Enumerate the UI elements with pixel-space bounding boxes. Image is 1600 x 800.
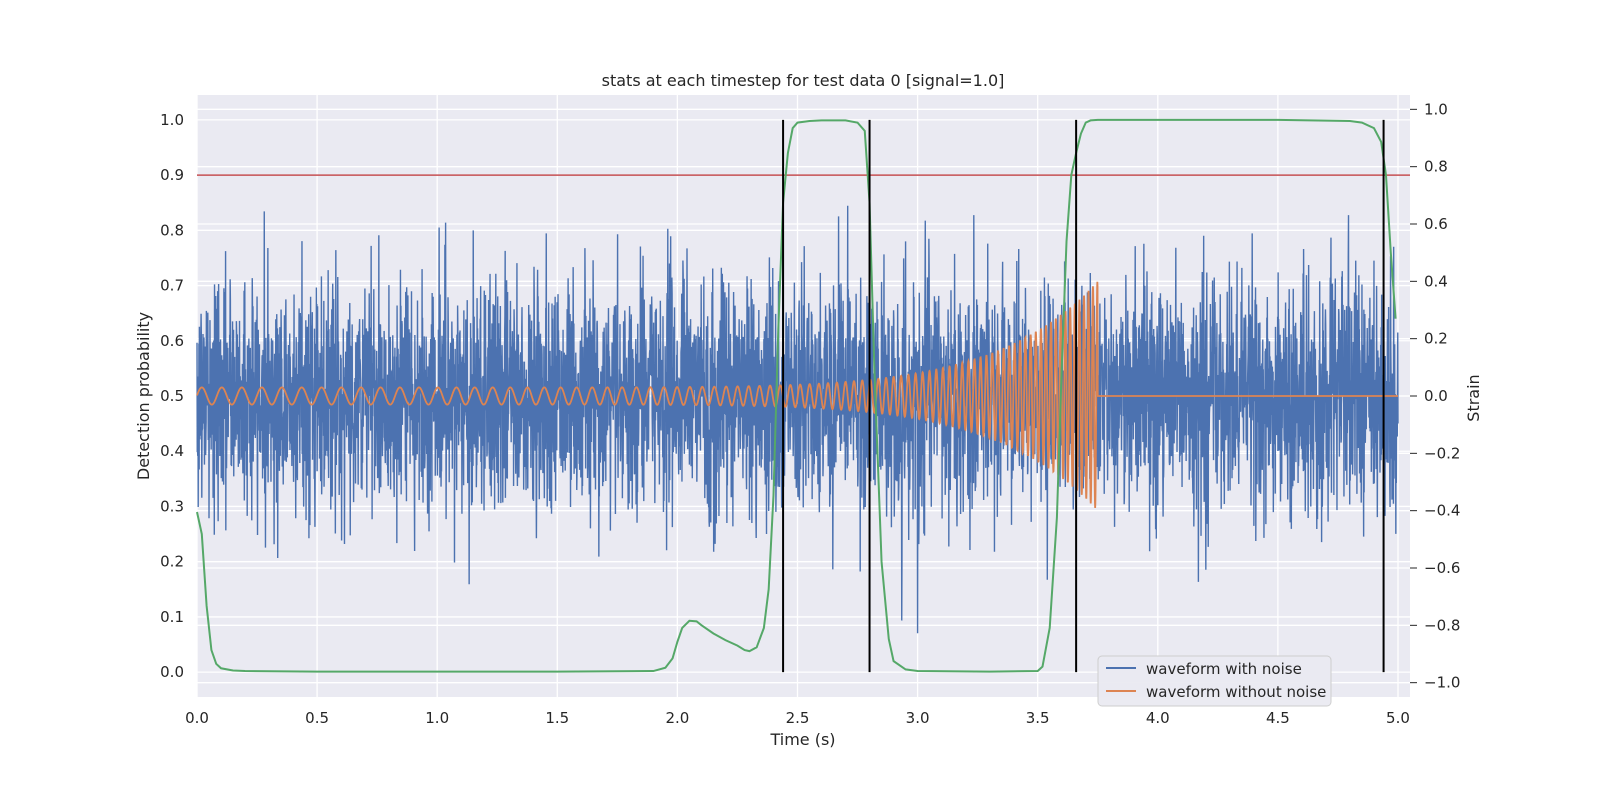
x-tick-label: 0.0 (185, 709, 209, 727)
legend-label-noisy: waveform with noise (1146, 660, 1302, 678)
y-tick-label: 0.7 (160, 277, 184, 295)
y2-tick-label: −0.4 (1424, 502, 1460, 520)
y-axis-label: Detection probability (134, 312, 153, 480)
y2-tick-label: 1.0 (1424, 100, 1448, 118)
legend-box (1097, 655, 1332, 707)
x-tick-label: 4.0 (1146, 709, 1170, 727)
x-tick-label: 4.5 (1266, 709, 1290, 727)
x-tick-label: 5.0 (1386, 709, 1410, 727)
y2-tick-label: 0.2 (1424, 330, 1448, 348)
y-tick-label: 0.4 (160, 442, 184, 460)
y-tick-label: 0.3 (160, 497, 184, 515)
y-tick-label: 0.0 (160, 663, 184, 681)
x-tick-label: 2.0 (665, 709, 689, 727)
clean-waveform-line (196, 281, 1398, 508)
y-tick-label: 0.8 (160, 221, 184, 239)
y-tick-label: 0.1 (160, 608, 184, 626)
x-tick-label: 3.5 (1026, 709, 1050, 727)
y2-axis-label: Strain (1464, 374, 1483, 421)
y-tick-label: 0.9 (160, 166, 184, 184)
y-tick-label: 0.5 (160, 387, 184, 405)
x-axis-label: Time (s) (769, 730, 835, 749)
x-tick-label: 3.0 (906, 709, 930, 727)
y-axis-right: −1.0 −0.8 −0.6 −0.4 −0.2 0.0 0.2 0.4 0.6 0.8 1.0 (1410, 100, 1460, 692)
legend-label-clean: waveform without noise (1146, 683, 1326, 701)
legend: waveform with noise waveform without noi… (1097, 655, 1332, 707)
x-axis: 0.0 0.5 1.0 1.5 2.0 2.5 3.0 3.5 4.0 4.5 5.0 (185, 709, 1410, 727)
y-axis-left: 0.0 0.1 0.2 0.3 0.4 0.5 0.6 0.7 0.8 0.9 1.0 (160, 111, 184, 681)
y2-tick-label: −0.2 (1424, 444, 1460, 462)
y2-tick-label: −0.6 (1424, 559, 1460, 577)
x-tick-label: 1.0 (425, 709, 449, 727)
y2-tick-label: 0.4 (1424, 272, 1448, 290)
series-layer (196, 118, 1410, 673)
y2-tick-label: 0.6 (1424, 215, 1448, 233)
y-tick-label: 0.6 (160, 332, 184, 350)
chart-title: stats at each timestep for test data 0 [… (602, 71, 1005, 90)
x-tick-label: 1.5 (545, 709, 569, 727)
y2-tick-label: 0.0 (1424, 387, 1448, 405)
y2-tick-label: −1.0 (1424, 674, 1460, 692)
y2-tick-label: 0.8 (1424, 158, 1448, 176)
probability-line (196, 118, 1397, 673)
y-tick-label: 0.2 (160, 553, 184, 571)
x-tick-label: 0.5 (305, 709, 329, 727)
y2-tick-label: −0.8 (1424, 616, 1460, 634)
y-tick-label: 1.0 (160, 111, 184, 129)
noisy-waveform-line (196, 205, 1399, 634)
x-tick-label: 2.5 (786, 709, 810, 727)
